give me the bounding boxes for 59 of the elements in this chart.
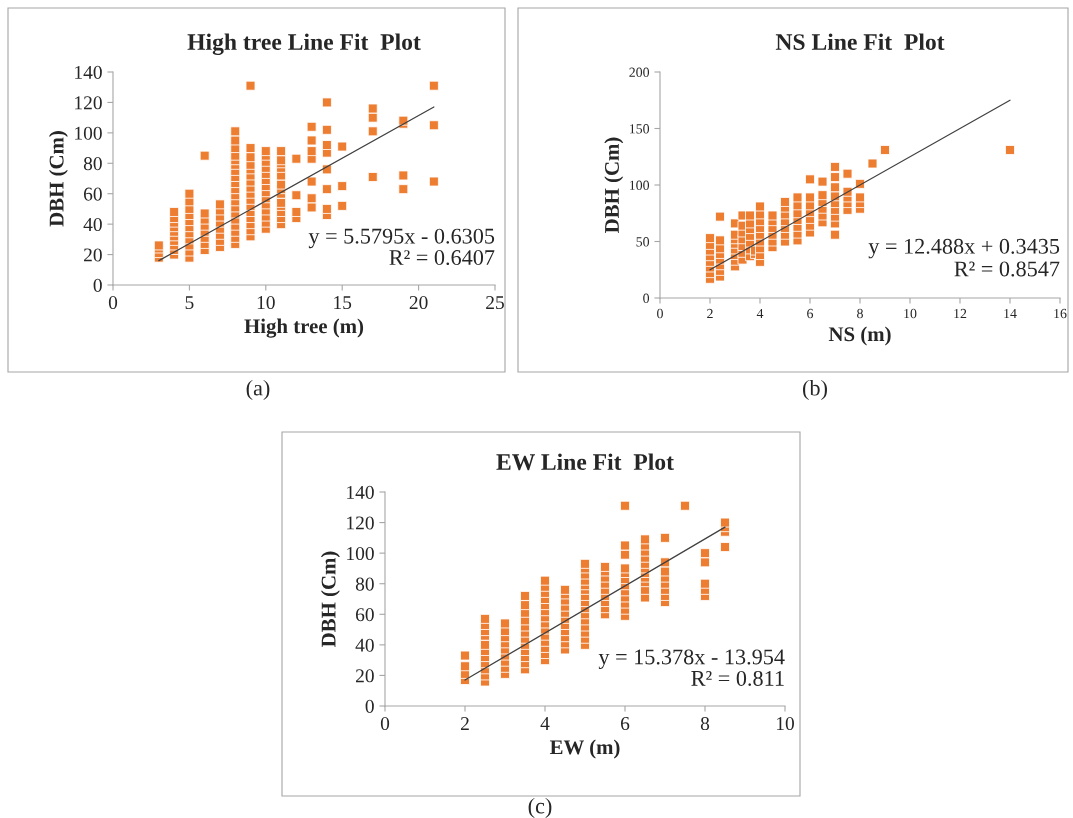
x-axis-title: NS (m) — [828, 326, 891, 346]
x-tick-label: 20 — [409, 295, 428, 310]
y-tick-label: 60 — [355, 608, 374, 622]
y-tick-label: 150 — [629, 124, 650, 134]
annotation: y = 15.378x - 13.954 — [598, 649, 785, 669]
x-tick-label: 8 — [857, 308, 863, 319]
x-tick-label: 10 — [776, 716, 794, 731]
x-tick-label: 15 — [334, 296, 352, 310]
text: (a) — [246, 379, 270, 401]
y-tick-label: 120 — [347, 516, 374, 530]
y-tick-label: 40 — [83, 217, 102, 232]
x-tick-label: 0 — [380, 716, 390, 731]
x-tick-label: 8 — [700, 716, 710, 731]
y-tick-label: 200 — [629, 67, 650, 77]
x-tick-label: 5 — [185, 296, 194, 310]
y-tick-label: 0 — [365, 699, 374, 713]
y-tick-label: 80 — [355, 577, 374, 591]
annotation: R² = 0.6407 — [389, 250, 495, 266]
y-tick-label: 40 — [355, 638, 374, 652]
x-tick-label: 16 — [1054, 308, 1067, 319]
y-tick-label: 100 — [347, 546, 374, 561]
annotation: y = 5.5795x - 0.6305 — [308, 228, 495, 249]
annotation: R² = 0.811 — [691, 670, 784, 686]
x-tick-label: 6 — [807, 308, 814, 319]
annotation: y = 12.488x + 0.3435 — [868, 238, 1060, 259]
y-tick-label: 140 — [347, 485, 374, 499]
x-tick-label: 2 — [460, 717, 469, 730]
text: (b) — [803, 379, 827, 401]
x-tick-label: 10 — [257, 295, 275, 310]
y-tick-label: 140 — [75, 65, 102, 79]
x-tick-label: 12 — [954, 308, 967, 319]
y-axis-title: DBH (Cm) — [320, 551, 340, 647]
y-tick-label: 60 — [83, 187, 102, 201]
y-tick-label: 120 — [75, 96, 102, 110]
x-tick-label: 2 — [707, 308, 713, 319]
text: (c) — [528, 797, 552, 818]
y-tick-label: 80 — [83, 157, 102, 171]
x-tick-label: 0 — [108, 295, 118, 310]
x-tick-label: 0 — [657, 308, 663, 319]
chart-title: High tree Line Fit Plot — [187, 33, 421, 55]
x-tick-label: 14 — [1004, 308, 1017, 319]
y-tick-label: 20 — [83, 248, 102, 262]
y-tick-label: 20 — [355, 669, 374, 683]
x-tick-label: 25 — [486, 296, 504, 310]
chart-title: EW Line Fit Plot — [496, 453, 674, 471]
annotation: R² = 0.8547 — [954, 261, 1060, 277]
x-tick-label: 4 — [756, 308, 764, 319]
y-tick-label: 0 — [93, 278, 102, 292]
y-tick-label: 50 — [636, 237, 650, 247]
x-axis-title: High tree (m) — [244, 318, 364, 338]
y-tick-label: 100 — [75, 126, 102, 140]
x-tick-label: 10 — [904, 308, 917, 319]
chart-title: NS Line Fit Plot — [775, 33, 945, 51]
x-tick-label: 4 — [540, 717, 550, 730]
x-tick-label: 6 — [620, 717, 630, 731]
y-axis-title: DBH (Cm) — [48, 131, 68, 227]
y-tick-label: 100 — [629, 180, 650, 190]
x-axis-title: EW (m) — [549, 739, 620, 759]
y-axis-title: DBH (Cm) — [604, 137, 624, 233]
